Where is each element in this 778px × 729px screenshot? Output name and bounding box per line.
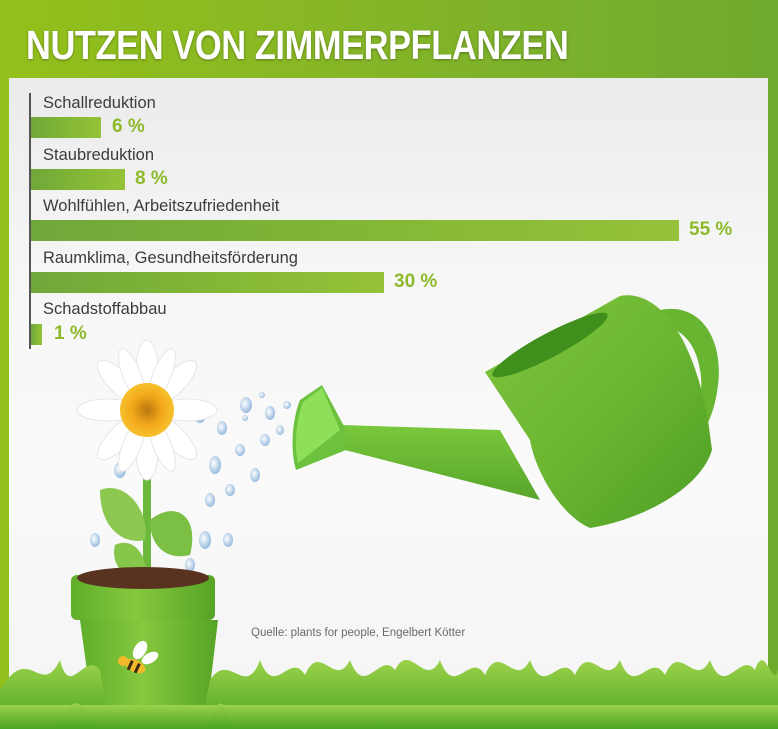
bar-label-schallreduktion: Schallreduktion: [43, 94, 156, 112]
bar-value-schadstoffabbau: 1 %: [54, 323, 87, 344]
bar-value-schallreduktion: 6 %: [112, 116, 145, 137]
bar-staubreduktion: [31, 169, 125, 190]
bar-raumklima: [31, 272, 384, 293]
bar-label-raumklima: Raumklima, Gesundheitsförderung: [43, 249, 298, 267]
page-title: NUTZEN VON ZIMMERPFLANZEN: [26, 22, 569, 68]
plant-leaves-icon: [100, 470, 193, 580]
bar-value-raumklima: 30 %: [394, 271, 438, 292]
bar-label-schadstoffabbau: Schadstoffabbau: [43, 300, 167, 318]
bee-icon: [118, 640, 159, 674]
grass-icon: [0, 660, 778, 729]
bar-value-staubreduktion: 8 %: [135, 168, 168, 189]
flower-pot-icon: [71, 567, 218, 729]
source-caption: Quelle: plants for people, Engelbert Köt…: [251, 627, 466, 639]
daisy-flower-icon: [76, 339, 218, 481]
bar-schadstoffabbau: [31, 324, 42, 345]
bar-label-wohlfuehlen: Wohlfühlen, Arbeitszufriedenheit: [43, 197, 280, 215]
bar-wohlfuehlen: [31, 220, 679, 241]
y-axis-line: [29, 93, 31, 349]
watering-can-icon: [292, 295, 719, 528]
bar-label-staubreduktion: Staubreduktion: [43, 146, 154, 164]
bar-schallreduktion: [31, 117, 101, 138]
bar-value-wohlfuehlen: 55 %: [689, 219, 733, 240]
